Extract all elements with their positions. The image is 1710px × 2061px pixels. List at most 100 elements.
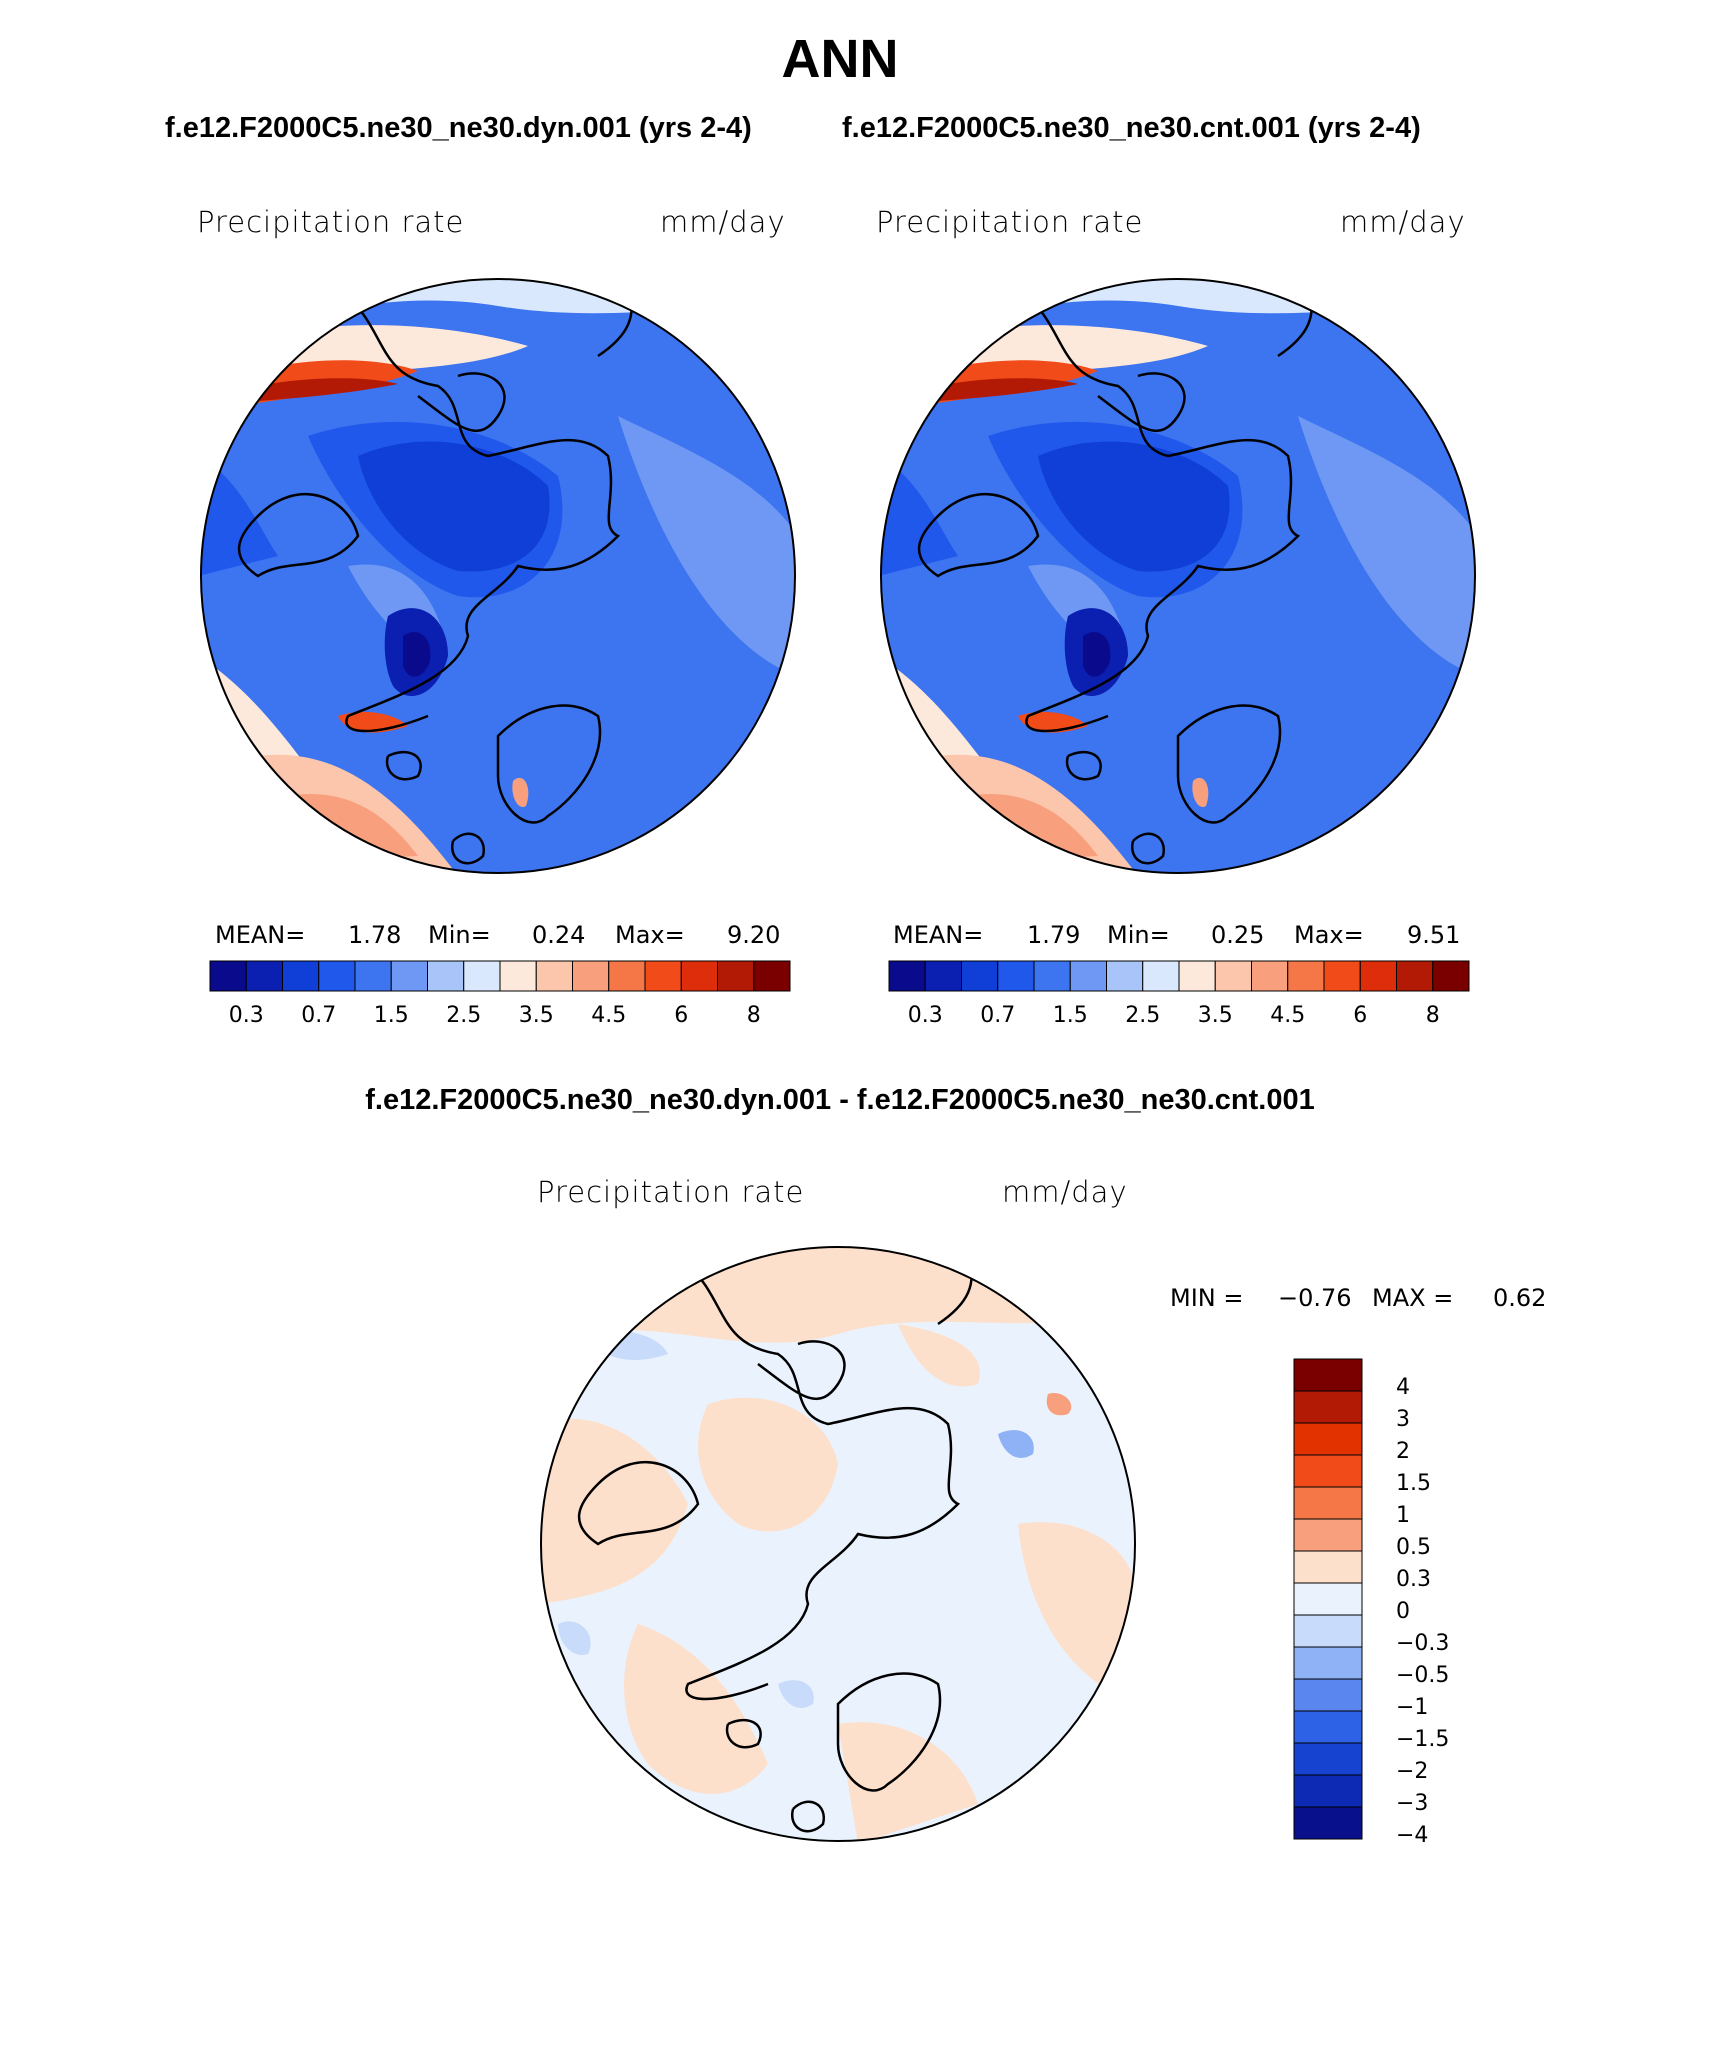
colorbar-swatch [1069, 960, 1107, 992]
page-title: ANN [781, 29, 899, 89]
colorbar-tick-label: 0.7 [301, 1003, 337, 1028]
panel-1-colorbar-ticks: 0.3 0.7 1.5 2.5 3.5 4.5 6 8 [0, 1003, 1710, 1033]
colorbar-tick-label: −3 [1396, 1791, 1429, 1816]
colorbar-swatch [1293, 1390, 1363, 1424]
colorbar-tick-label: 1.5 [1396, 1471, 1431, 1496]
colorbar-swatch [1293, 1774, 1363, 1808]
colorbar-tick-label: −1.5 [1396, 1727, 1450, 1752]
panel-2-variable-label: Precipitation rate [876, 205, 1144, 239]
colorbar-swatch [390, 960, 428, 992]
colorbar-tick-label: 4 [1396, 1375, 1410, 1400]
colorbar-swatch [1396, 960, 1434, 992]
colorbar-swatch [1359, 960, 1397, 992]
colorbar-swatch [1287, 960, 1325, 992]
colorbar-swatch [318, 960, 356, 992]
colorbar-tick-label: 0.5 [1396, 1535, 1431, 1560]
colorbar-tick-label: 0 [1396, 1599, 1410, 1624]
panel-2-colorbar-ticks: 0.3 0.7 1.5 2.5 3.5 4.5 6 8 [0, 1003, 1710, 1033]
panel-2-min-value: 0.25 [1211, 921, 1265, 949]
colorbar-swatch [427, 960, 465, 992]
panel-2-mean-label: MEAN= [893, 921, 984, 949]
colorbar-tick-label: −4 [1396, 1823, 1429, 1848]
colorbar-swatch [888, 960, 926, 992]
panel-1-mean-value: 1.78 [348, 921, 402, 949]
difference-min-label: MIN = [1170, 1284, 1244, 1312]
panel-1-units-label: mm/day [660, 205, 786, 239]
colorbar-tick-label: 2.5 [1125, 1003, 1161, 1028]
colorbar-swatch [1293, 1486, 1363, 1520]
colorbar-swatch [209, 960, 247, 992]
colorbar-swatch [680, 960, 718, 992]
colorbar-tick-label: 2.5 [446, 1003, 482, 1028]
colorbar-tick-label: 3 [1396, 1407, 1410, 1432]
colorbar-tick-label: 3.5 [518, 1003, 554, 1028]
colorbar-tick-label: −1 [1396, 1695, 1429, 1720]
colorbar-swatch [1323, 960, 1361, 992]
colorbar-swatch [1106, 960, 1144, 992]
panel-2-polar-map [880, 278, 1476, 874]
panel-2-max-value: 9.51 [1407, 921, 1461, 949]
colorbar-swatch [1214, 960, 1252, 992]
panel-1-variable-label: Precipitation rate [197, 205, 465, 239]
colorbar-swatch [282, 960, 320, 992]
colorbar-swatch [1293, 1358, 1363, 1392]
colorbar-swatch [1293, 1518, 1363, 1552]
colorbar-tick-label: 1.5 [373, 1003, 409, 1028]
colorbar-swatch [1293, 1710, 1363, 1744]
colorbar-tick-label: 8 [1425, 1003, 1440, 1028]
colorbar-swatch [1293, 1806, 1363, 1840]
colorbar-tick-label: 0.3 [228, 1003, 264, 1028]
difference-colorbar-ticks: 4 3 2 1.5 1 0.5 0.3 0 −0.3 −0.5 −1 −1.5 −2 −3 −4 [1396, 1359, 1516, 1848]
colorbar-swatch [1293, 1422, 1363, 1456]
panel-2-units-label: mm/day [1340, 205, 1466, 239]
panel-1-max-value: 9.20 [727, 921, 781, 949]
colorbar-tick-label: 1.5 [1052, 1003, 1088, 1028]
panel-1-max-label: Max= [615, 921, 685, 949]
colorbar-tick-label: 0.7 [980, 1003, 1016, 1028]
colorbar-swatch [1293, 1678, 1363, 1712]
colorbar-swatch [644, 960, 682, 992]
colorbar-swatch [1293, 1454, 1363, 1488]
colorbar-tick-label: 8 [746, 1003, 761, 1028]
panel-2-case-label: f.e12.F2000C5.ne30_ne30.cnt.001 (yrs 2-4… [842, 112, 1421, 144]
colorbar-swatch [1178, 960, 1216, 992]
colorbar-swatch [1432, 960, 1470, 992]
colorbar-tick-label: 3.5 [1197, 1003, 1233, 1028]
colorbar-tick-label: 2 [1396, 1439, 1410, 1464]
difference-title: f.e12.F2000C5.ne30_ne30.dyn.001 - f.e12.… [365, 1084, 1315, 1116]
panel-1-min-label: Min= [428, 921, 491, 949]
colorbar-swatch [1142, 960, 1180, 992]
difference-variable-label: Precipitation rate [537, 1175, 805, 1209]
colorbar-tick-label: 6 [674, 1003, 689, 1028]
colorbar-tick-label: 0.3 [1396, 1567, 1431, 1592]
panel-1-mean-label: MEAN= [215, 921, 306, 949]
colorbar-tick-label: 4.5 [1270, 1003, 1306, 1028]
panel-2-max-label: Max= [1294, 921, 1364, 949]
difference-min-value: −0.76 [1278, 1284, 1352, 1312]
colorbar-swatch [245, 960, 283, 992]
colorbar-swatch [572, 960, 610, 992]
colorbar-tick-label: 0.3 [907, 1003, 943, 1028]
panel-1-colorbar [209, 960, 791, 992]
colorbar-tick-label: 1 [1396, 1503, 1410, 1528]
panel-2-mean-value: 1.79 [1027, 921, 1081, 949]
difference-max-value: 0.62 [1493, 1284, 1547, 1312]
colorbar-tick-label: −0.3 [1396, 1631, 1450, 1656]
colorbar-swatch [354, 960, 392, 992]
colorbar-swatch [1293, 1582, 1363, 1616]
panel-1-polar-map [200, 278, 796, 874]
colorbar-swatch [753, 960, 791, 992]
difference-polar-map [540, 1246, 1136, 1842]
colorbar-tick-label: −2 [1396, 1759, 1429, 1784]
colorbar-swatch [1251, 960, 1289, 992]
colorbar-swatch [1033, 960, 1071, 992]
colorbar-swatch [1293, 1550, 1363, 1584]
colorbar-tick-label: −0.5 [1396, 1663, 1450, 1688]
colorbar-swatch [1293, 1742, 1363, 1776]
colorbar-swatch [1293, 1646, 1363, 1680]
colorbar-swatch [1293, 1614, 1363, 1648]
difference-max-label: MAX = [1372, 1284, 1454, 1312]
panel-2-colorbar [888, 960, 1470, 992]
colorbar-swatch [535, 960, 573, 992]
colorbar-tick-label: 4.5 [591, 1003, 627, 1028]
